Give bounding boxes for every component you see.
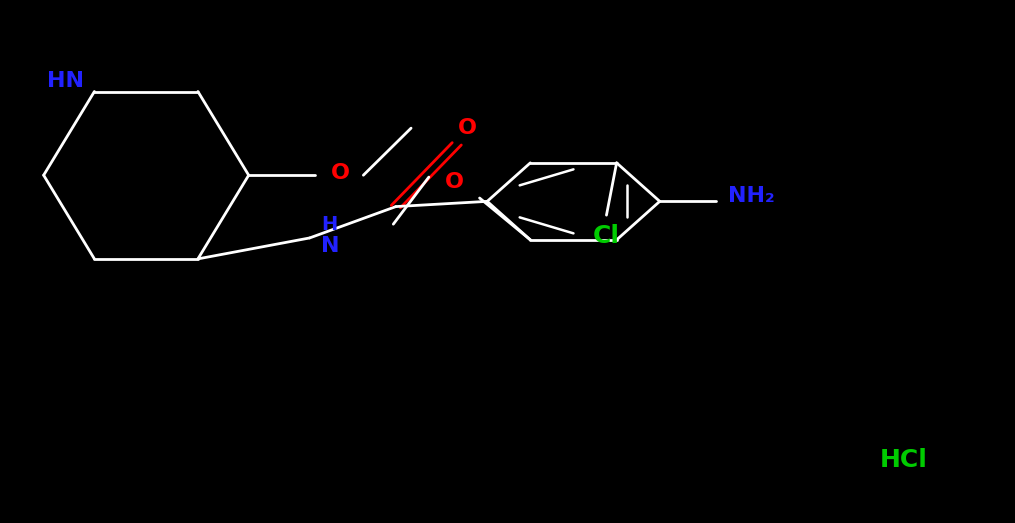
Text: H: H [322,215,338,234]
Text: O: O [445,172,464,192]
Text: HN: HN [48,71,84,91]
Text: NH₂: NH₂ [728,186,774,206]
Text: Cl: Cl [593,224,620,248]
Text: O: O [331,163,349,183]
Text: N: N [321,236,339,256]
Text: O: O [458,118,476,138]
Text: HCl: HCl [879,448,928,472]
